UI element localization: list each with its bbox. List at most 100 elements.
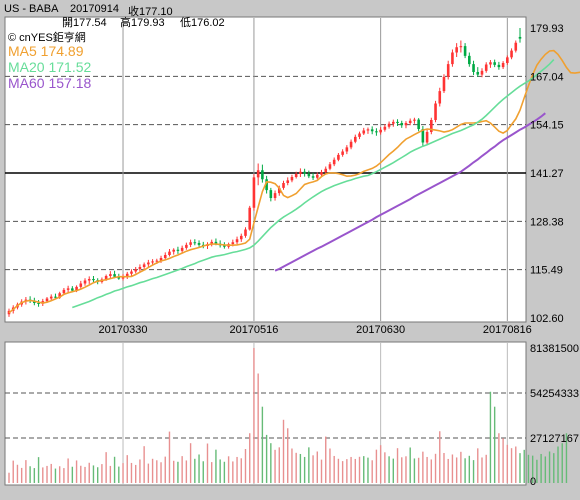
candle-body — [159, 257, 163, 261]
close-label: 收177.10 — [128, 6, 173, 18]
candle-body — [425, 131, 429, 143]
legend-ma5: MA5 174.89 — [8, 43, 84, 59]
candle-body — [256, 170, 260, 178]
candle-body — [189, 242, 192, 245]
candle-body — [273, 193, 277, 198]
candle-body — [113, 274, 116, 277]
date-tick-label: 20170630 — [356, 324, 405, 336]
symbol-label: US - BABA — [4, 3, 59, 15]
candle-body — [223, 245, 226, 247]
price-tick-label: 167.04 — [530, 71, 564, 83]
candle-body — [45, 298, 49, 302]
candle-body — [442, 76, 446, 92]
candle-body — [366, 129, 370, 131]
candle-body — [62, 289, 66, 294]
candle-body — [286, 180, 290, 183]
candle-body — [125, 273, 129, 276]
candle-body — [37, 302, 40, 304]
ma-line-ma5 — [8, 49, 580, 314]
candle-body — [337, 154, 340, 160]
candle-body — [75, 286, 78, 291]
candle-body — [408, 120, 412, 123]
candle-body — [430, 119, 433, 132]
candle-body — [49, 296, 53, 299]
candle-body — [239, 235, 243, 240]
candle-body — [358, 133, 361, 137]
candle-body — [252, 177, 256, 208]
candle-body — [362, 130, 366, 134]
candle-body — [379, 129, 382, 133]
candle-body — [172, 249, 176, 252]
candle-body — [417, 119, 420, 129]
candle-body — [244, 229, 247, 236]
candle-body — [83, 280, 87, 284]
candle-body — [214, 241, 218, 244]
candle-body — [79, 283, 83, 287]
candle-body — [484, 64, 488, 71]
candle-body — [299, 171, 302, 174]
candle-body — [400, 122, 404, 126]
price-grid — [5, 18, 526, 484]
candle-body — [345, 147, 349, 152]
candle-body — [459, 46, 463, 48]
candle-body — [392, 121, 395, 124]
candle-body — [468, 55, 471, 65]
candle-body — [303, 171, 306, 174]
candle-body — [446, 64, 450, 77]
candle-body — [155, 260, 159, 262]
volume-tick-label: 54254333 — [530, 388, 579, 400]
candle-body — [311, 176, 315, 178]
candle-body — [501, 62, 505, 68]
candle-body — [387, 123, 391, 127]
candle-body — [320, 172, 323, 175]
candle-body — [231, 242, 235, 245]
candle-body — [451, 52, 454, 65]
price-panel — [4, 16, 527, 323]
legend-ma60: MA60 157.18 — [8, 75, 92, 91]
candle-body — [248, 207, 252, 230]
candle-body — [66, 288, 70, 290]
price-tick-label: 115.49 — [530, 265, 563, 277]
candle-body — [261, 170, 264, 180]
candle-body — [438, 91, 442, 104]
price-y-ticks: 179.93 167.04 154.15 141.27 128.38 115.49 102.… — [530, 23, 564, 325]
candle-body — [197, 242, 201, 245]
candle-body — [168, 251, 171, 255]
candle-body — [294, 173, 298, 177]
candle-body — [324, 168, 328, 173]
volume-tick-label: 81381500 — [530, 343, 579, 355]
legend-ma20: MA20 171.52 — [8, 59, 92, 75]
date-tick-label: 20170330 — [99, 324, 148, 336]
candle-body — [282, 182, 285, 188]
date-tick-label: 20170516 — [229, 324, 278, 336]
candle-body — [497, 64, 501, 68]
candle-body — [193, 242, 197, 244]
date-label: 20170914 — [70, 3, 119, 15]
price-tick-label: 179.93 — [530, 23, 564, 35]
candle-body — [332, 159, 336, 165]
candle-body — [210, 241, 214, 245]
candle-body — [434, 103, 437, 120]
candle-body — [58, 293, 61, 298]
candle-body — [514, 42, 518, 51]
date-x-ticks: 20170330 20170516 20170630 20170816 — [99, 324, 532, 336]
candle-body — [163, 254, 167, 258]
price-tick-label: 141.27 — [530, 168, 564, 180]
candle-body — [328, 164, 332, 169]
price-tick-label: 128.38 — [530, 216, 564, 228]
candle-body — [87, 278, 91, 281]
candle-body — [104, 275, 108, 280]
candle-body — [510, 50, 513, 58]
candle-body — [277, 187, 281, 194]
volume-bars — [8, 347, 568, 483]
watermark: © cnYES鉅亨網 — [8, 32, 86, 44]
high-label: 高179.93 — [120, 17, 165, 29]
candle-body — [370, 129, 374, 132]
candle-body — [349, 141, 353, 148]
candle-body — [134, 269, 137, 272]
candle-body — [265, 179, 268, 191]
candle-body — [404, 122, 408, 126]
candle-body — [142, 264, 146, 267]
candle-body — [307, 173, 311, 177]
